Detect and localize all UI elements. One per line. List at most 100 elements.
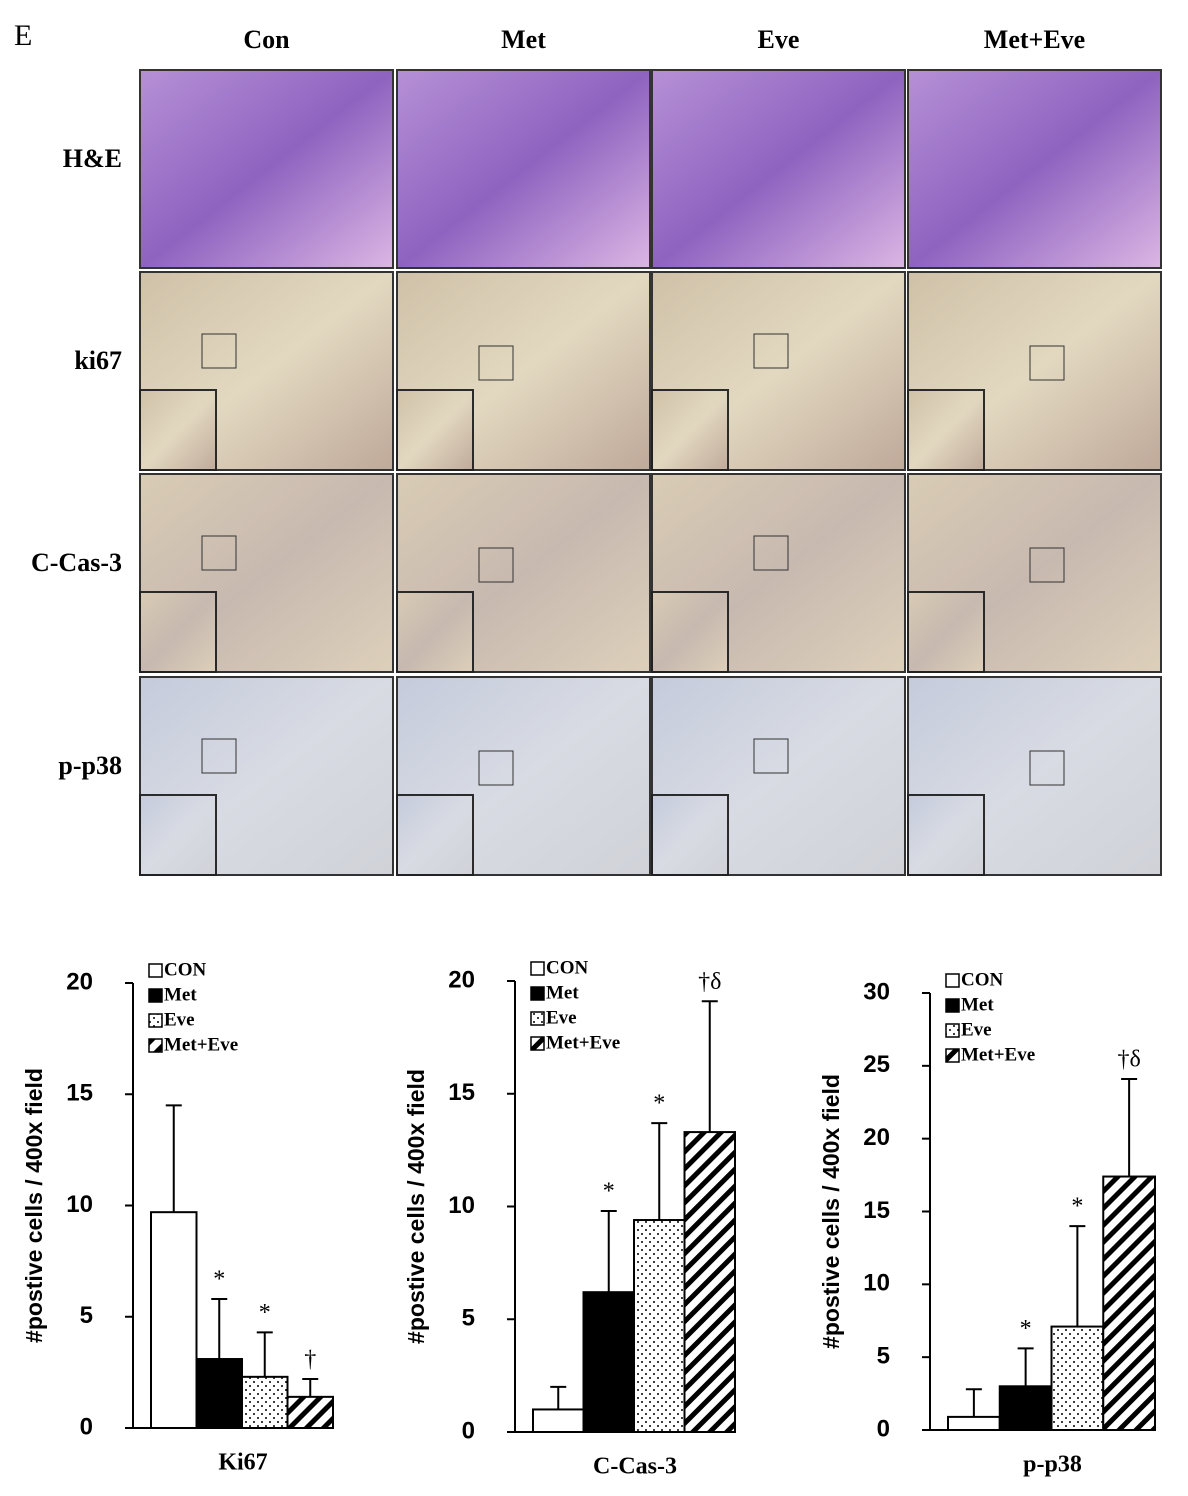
legend-label: Eve	[164, 1009, 195, 1030]
y-tick-label: 0	[80, 1413, 93, 1440]
inset	[907, 389, 985, 471]
y-tick-label: 15	[863, 1197, 890, 1224]
bar	[947, 1415, 1001, 1432]
significance-mark: *	[603, 1179, 615, 1205]
significance-mark: *	[653, 1091, 665, 1117]
inset-box	[753, 738, 789, 774]
row-label: C-Cas-3	[31, 548, 122, 577]
inset-box	[478, 750, 514, 786]
inset	[651, 794, 729, 876]
y-tick-label: 20	[863, 1124, 890, 1151]
inset-box	[478, 547, 514, 583]
bar	[1050, 1325, 1105, 1431]
y-tick-label: 15	[66, 1080, 93, 1107]
inset	[139, 389, 217, 471]
inset-box	[478, 345, 514, 381]
significance-mark: †	[304, 1347, 316, 1373]
x-axis-label: p-p38	[1023, 1452, 1082, 1478]
legend-label: Eve	[961, 1019, 992, 1040]
inset	[139, 794, 217, 876]
bar	[286, 1395, 334, 1429]
inset	[139, 591, 217, 673]
significance-mark: †δ	[698, 969, 721, 995]
column-header: Met+Eve	[984, 25, 1085, 54]
y-axis-label: #postive cells / 400x field	[21, 1068, 47, 1343]
legend-label: Met+Eve	[961, 1044, 1035, 1065]
inset	[907, 794, 985, 876]
y-axis-label: #postive cells / 400x field	[403, 1069, 429, 1344]
significance-mark: *	[1071, 1194, 1083, 1220]
bar	[633, 1219, 686, 1434]
x-axis-label: Ki67	[218, 1450, 267, 1476]
row-label: ki67	[74, 346, 122, 375]
row-label: H&E	[63, 144, 122, 173]
y-tick-label: 20	[448, 966, 475, 993]
legend-swatch	[148, 1013, 163, 1028]
bar	[150, 1211, 198, 1430]
inset-box	[1029, 547, 1065, 583]
micrograph	[396, 69, 651, 269]
legend-swatch	[148, 1038, 163, 1053]
legend-swatch	[530, 1036, 545, 1051]
legend-swatch	[530, 1011, 545, 1026]
inset-box	[201, 535, 237, 571]
x-axis-label: C-Cas-3	[593, 1454, 677, 1480]
y-tick-label: 5	[462, 1305, 475, 1332]
legend-swatch	[530, 986, 545, 1001]
legend-swatch	[148, 963, 163, 978]
significance-mark: *	[1020, 1316, 1032, 1342]
bar	[582, 1291, 635, 1433]
bar	[532, 1408, 585, 1433]
inset	[396, 389, 474, 471]
inset-box	[201, 738, 237, 774]
legend-swatch	[945, 1048, 960, 1063]
column-header: Con	[243, 25, 290, 54]
inset-box	[201, 333, 237, 369]
y-tick-label: 5	[877, 1343, 890, 1370]
legend-label: Met+Eve	[546, 1032, 620, 1053]
bar	[998, 1385, 1053, 1432]
micrograph	[907, 69, 1162, 269]
legend-label: Met+Eve	[164, 1034, 238, 1055]
inset	[396, 591, 474, 673]
inset	[396, 794, 474, 876]
y-tick-label: 25	[863, 1051, 890, 1078]
y-axis-label: #postive cells / 400x field	[818, 1074, 844, 1349]
inset-box	[753, 333, 789, 369]
bar	[241, 1375, 289, 1429]
legend-label: CON	[546, 957, 589, 978]
legend-label: Eve	[546, 1007, 577, 1028]
column-header: Met	[501, 25, 546, 54]
legend-label: Met	[961, 994, 994, 1015]
panel-label: E	[14, 19, 32, 52]
inset	[907, 591, 985, 673]
legend-swatch	[148, 988, 163, 1003]
inset-box	[1029, 750, 1065, 786]
micrograph	[651, 69, 906, 269]
row-label: p-p38	[58, 751, 122, 780]
legend-label: Met	[546, 982, 579, 1003]
legend-label: CON	[164, 959, 207, 980]
inset	[651, 389, 729, 471]
y-tick-label: 10	[863, 1270, 890, 1297]
significance-mark: *	[213, 1266, 225, 1292]
micrograph	[139, 69, 394, 269]
legend-swatch	[945, 1023, 960, 1038]
y-tick-label: 10	[66, 1191, 93, 1218]
significance-mark: *	[259, 1300, 271, 1326]
inset-box	[753, 535, 789, 571]
y-tick-label: 15	[448, 1079, 475, 1106]
significance-mark: †δ	[1117, 1046, 1140, 1072]
y-tick-label: 30	[863, 978, 890, 1005]
bar	[1102, 1175, 1156, 1432]
legend-label: Met	[164, 984, 197, 1005]
y-tick-label: 0	[462, 1417, 475, 1444]
legend-swatch	[945, 973, 960, 988]
legend-swatch	[945, 998, 960, 1013]
column-header: Eve	[758, 25, 800, 54]
y-tick-label: 10	[448, 1192, 475, 1219]
bar	[195, 1358, 243, 1430]
inset	[651, 591, 729, 673]
y-tick-label: 5	[80, 1302, 93, 1329]
